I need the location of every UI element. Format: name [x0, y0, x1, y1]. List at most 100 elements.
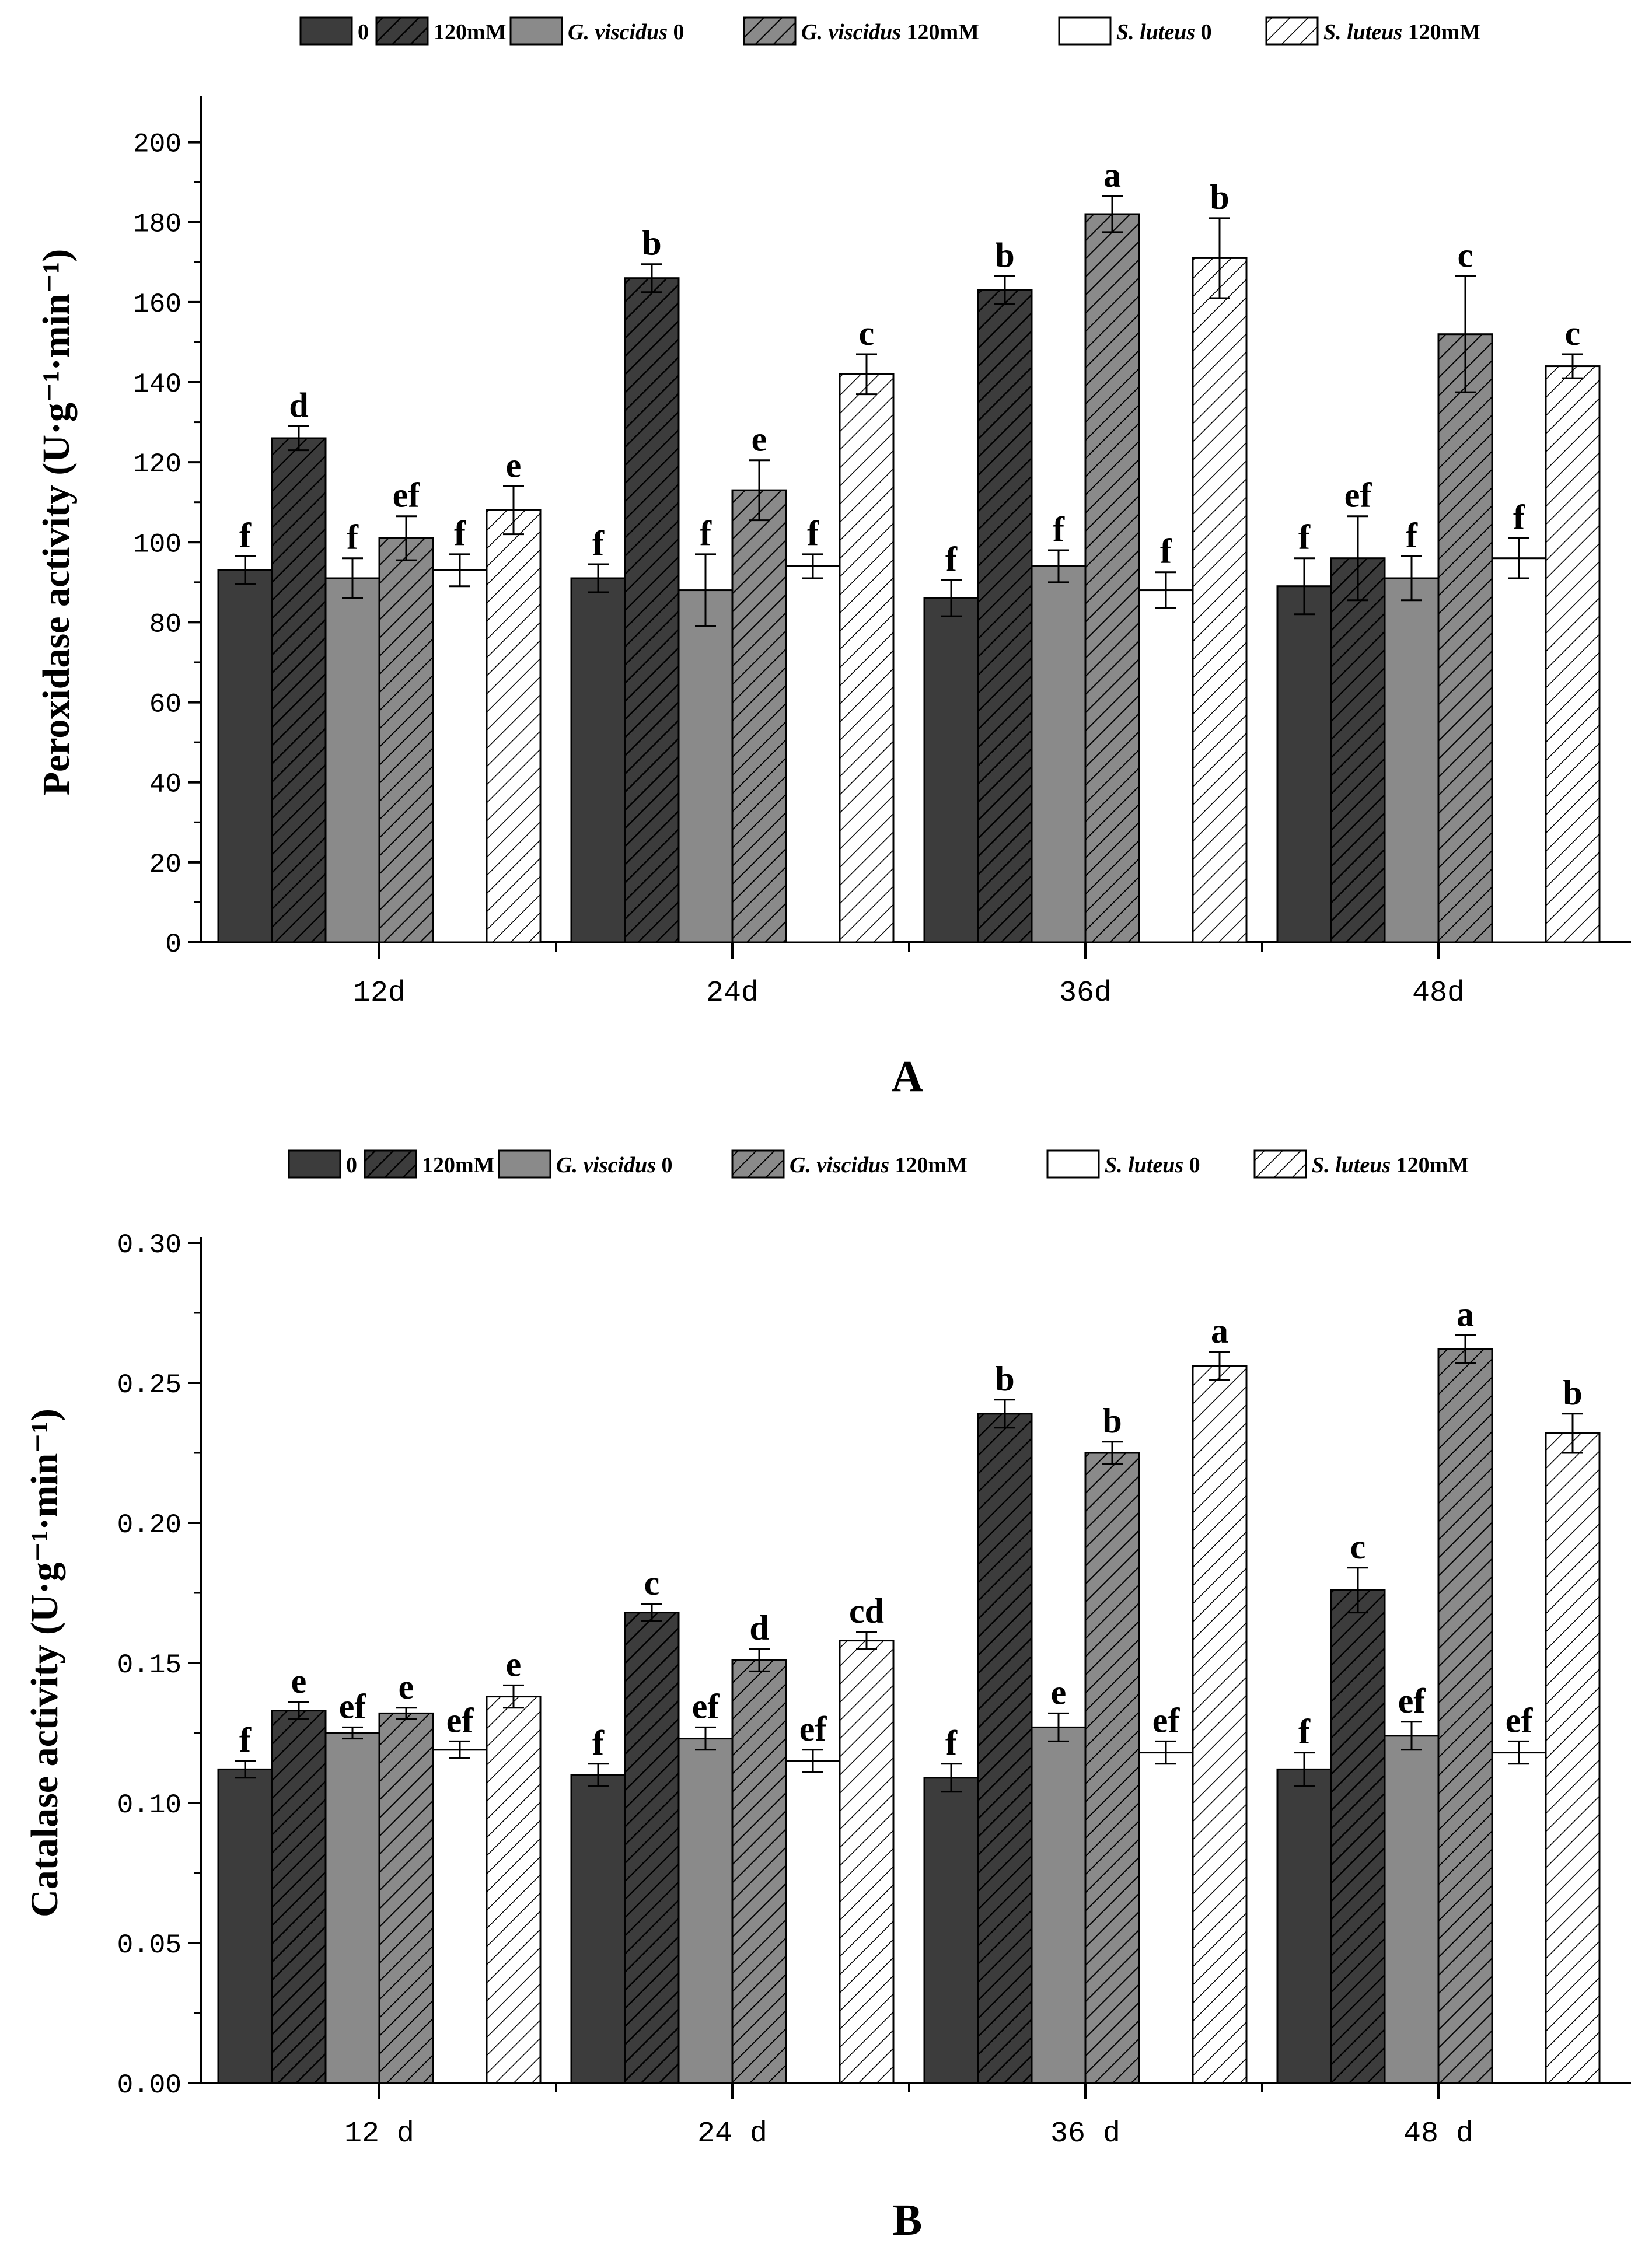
significance-letter: f	[239, 516, 252, 554]
significance-letter: b	[1563, 1374, 1582, 1412]
bar-control-1	[570, 577, 626, 943]
bar-gv-120-1	[731, 489, 787, 943]
error-bar	[641, 263, 662, 293]
bar-control-2	[923, 597, 979, 943]
error-bar	[1048, 549, 1069, 583]
significance-letter: a	[1211, 1312, 1228, 1350]
legend-label-italic: S. luteus	[1323, 20, 1402, 44]
legend-label-rest: 120mM	[901, 20, 979, 44]
error-bar	[1155, 1740, 1176, 1765]
legend-label-c0: 0	[346, 1153, 357, 1177]
significance-letter: d	[289, 386, 308, 424]
y-tick-label: 140	[133, 369, 181, 400]
significance-letter: ef	[339, 1687, 367, 1725]
bar-sl-120-0	[486, 1696, 542, 2084]
panel-a-peroxidase-chart: 0 120mM G. viscidus 0 G. viscidus 120mM S. l…	[35, 16, 1631, 1101]
bar-control-1	[570, 1774, 626, 2084]
significance-letter: b	[642, 224, 661, 263]
bar-gv-0-2	[1031, 565, 1087, 943]
bar-gv-120-0	[378, 537, 434, 943]
error-bar	[695, 1726, 716, 1751]
legend-label-sl0: S. luteus 0	[1105, 1153, 1200, 1177]
bar-gv-120-3	[1437, 1348, 1493, 2084]
error-bar	[235, 555, 256, 585]
significance-letter: f	[239, 1721, 252, 1759]
error-bar	[1562, 353, 1583, 379]
bar-control-120-2	[977, 289, 1033, 943]
bar-control-0	[217, 1768, 273, 2084]
legend-swatch-gv120	[731, 1149, 785, 1179]
legend-label-rest: 0	[656, 1153, 673, 1177]
error-bar	[856, 1631, 877, 1650]
significance-letter: ef	[692, 1687, 720, 1725]
bar-sl-0-0	[432, 569, 488, 943]
significance-letter: ef	[393, 476, 421, 515]
error-bar	[1294, 557, 1315, 616]
significance-letter: ef	[799, 1710, 827, 1748]
legend-item-c0: 0	[299, 16, 369, 46]
legend-label-italic: S. luteus	[1105, 1153, 1183, 1177]
error-bar	[1155, 571, 1176, 609]
significance-letter: c	[859, 314, 875, 352]
legend-label-gv120: G. viscidus 120mM	[801, 20, 979, 44]
error-bar	[503, 1684, 524, 1709]
legend-item-sl120: S. luteus 120mM	[1253, 1149, 1469, 1179]
bar-gv-0-1	[677, 1738, 734, 2084]
significance-letter: f	[1298, 1713, 1311, 1751]
axes: 0 20 40 60 80 100 120 140 160 180 200 12d 24d 36d 48d P…	[35, 96, 1631, 1010]
significance-letter: f	[1298, 518, 1311, 557]
x-tick-label: 12d	[353, 977, 406, 1010]
y-tick-label: 20	[149, 850, 181, 880]
significance-letter: f	[807, 514, 819, 553]
legend-swatch-gv0	[509, 16, 563, 46]
bar-gv-120-0	[378, 1712, 434, 2084]
significance-letter: ef	[1398, 1682, 1426, 1720]
significance-letter: ef	[1506, 1701, 1534, 1739]
significance-letter: b	[995, 1360, 1014, 1398]
legend-item-sl0: S. luteus 0	[1058, 16, 1212, 46]
legend-label-italic: S. luteus	[1312, 1153, 1391, 1177]
legend-swatch-c120	[375, 16, 429, 46]
bar-sl-0-1	[785, 1760, 841, 2084]
x-tick-label: 48 d	[1403, 2117, 1473, 2151]
legend-label-rest: 120mM	[434, 20, 507, 44]
error-bar	[941, 579, 962, 617]
error-bar	[449, 1740, 470, 1759]
legend-label-italic: G. viscidus	[801, 20, 901, 44]
legend-label-gv0: G. viscidus 0	[568, 20, 684, 44]
error-bar	[941, 1763, 962, 1793]
y-axis-title: Peroxidase activity (U·g⁻¹·min⁻¹)	[35, 249, 78, 796]
error-bar	[1102, 1441, 1123, 1465]
bar-sl-0-2	[1138, 589, 1194, 943]
bar-control-120-0	[271, 1710, 327, 2084]
significance-letter: a	[1103, 156, 1121, 194]
legend-item-gv120: G. viscidus 120mM	[731, 1149, 968, 1179]
y-tick-label: 160	[133, 289, 181, 320]
significance-letter: b	[1210, 178, 1229, 216]
legend-item-gv0: G. viscidus 0	[509, 16, 684, 46]
error-bar	[1401, 1721, 1422, 1751]
bar-control-120-3	[1330, 557, 1386, 943]
significance-letter: f	[454, 514, 466, 553]
error-bar	[235, 1760, 256, 1779]
y-tick-label: 0.15	[117, 1650, 181, 1680]
legend-swatch-gv120	[743, 16, 797, 46]
significance-letter: c	[644, 1564, 660, 1602]
legend-swatch-sl0	[1058, 16, 1112, 46]
error-bar	[288, 1701, 309, 1720]
significance-letter: c	[1565, 314, 1581, 352]
error-bar	[588, 1763, 609, 1787]
bar-gv-120-1	[731, 1659, 787, 2084]
significance-letter: f	[592, 1724, 605, 1762]
legend-label-italic: G. viscidus	[790, 1153, 889, 1177]
significance-letter: e	[752, 420, 767, 459]
bar-sl-0-3	[1491, 557, 1547, 943]
error-bar	[588, 563, 609, 593]
x-tick-label: 36 d	[1050, 2117, 1120, 2151]
error-bar	[1048, 1712, 1069, 1742]
y-tick-label: 0.25	[117, 1370, 181, 1400]
y-tick-label: 0.30	[117, 1230, 181, 1260]
bar-sl-120-2	[1192, 257, 1248, 943]
